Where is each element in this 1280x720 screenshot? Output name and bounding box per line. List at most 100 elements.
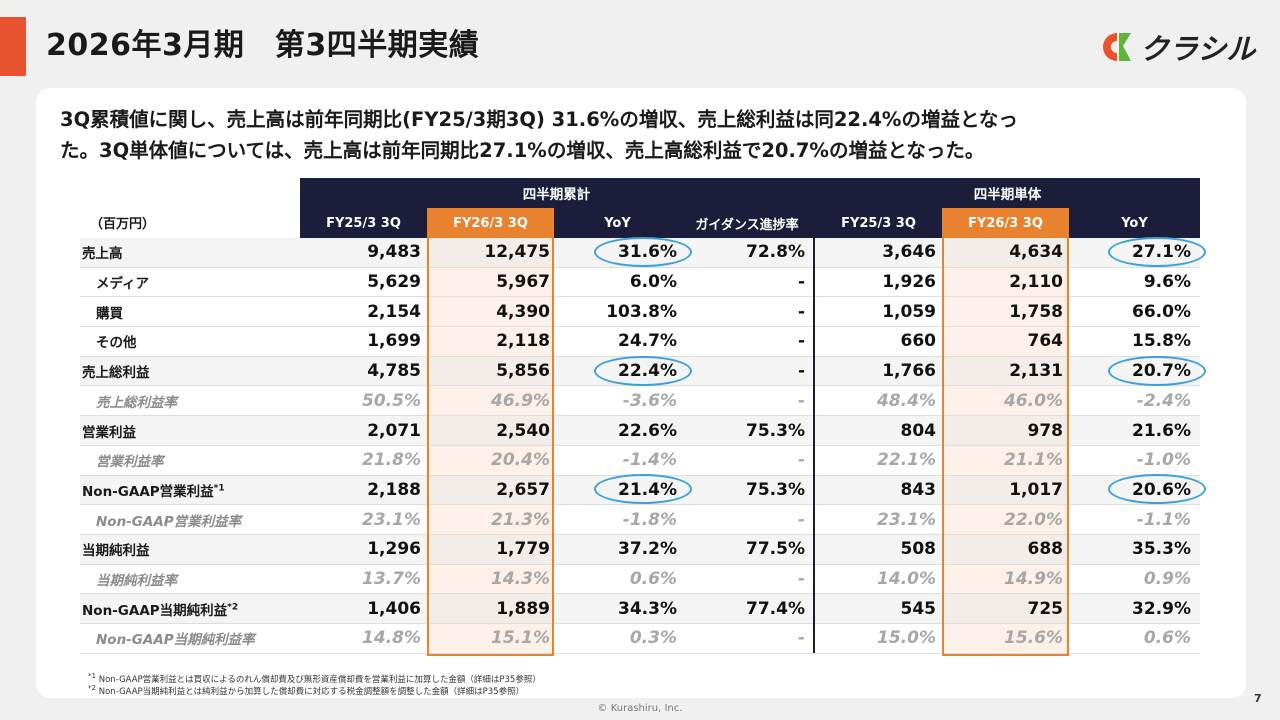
table-cell: -2.4%	[1136, 390, 1191, 411]
table-cell: 2,071	[367, 420, 421, 441]
table-cell: 2,657	[496, 479, 550, 500]
kurashiru-logo: クラシル	[1100, 26, 1255, 68]
table-cell: 50.5%	[362, 390, 421, 411]
table-cell: 77.5%	[746, 539, 805, 560]
col-header-guidance: ガイダンス進捗率	[681, 208, 813, 238]
table-cell: 2,118	[496, 331, 550, 352]
table-cell: 1,406	[367, 598, 421, 619]
table-cell: 545	[900, 598, 937, 619]
table-cell: 14.0%	[877, 569, 936, 590]
row-label: 売上総利益	[82, 365, 150, 382]
table-cell: 725	[1027, 598, 1064, 619]
table-cell: 2,131	[1009, 361, 1063, 382]
table-cell: 4,390	[496, 301, 550, 322]
table-cell: 35.3%	[1132, 539, 1191, 560]
table-cell: 4,785	[367, 361, 421, 382]
group-divider	[813, 178, 815, 653]
footnote-2: *2 Non-GAAP当期純利益とは純利益から加算した償却費に対応する税金調整額…	[88, 683, 525, 697]
table-cell: 24.7%	[618, 331, 677, 352]
row-label: Non-GAAP当期純利益率	[96, 632, 255, 649]
table-cell: 66.0%	[1132, 301, 1191, 322]
table-cell: 12,475	[484, 242, 550, 263]
table-cell: 0.3%	[629, 628, 677, 649]
table-cell: 1,766	[882, 361, 936, 382]
row-label: Non-GAAP営業利益率	[96, 513, 242, 530]
table-row: 売上総利益率 50.5% 46.9% -3.6% - 48.4% 46.0% -2.4%	[80, 387, 1200, 417]
copyright: © Kurashiru, Inc.	[597, 703, 683, 714]
table-cell: 22.1%	[877, 450, 936, 471]
table-cell: 2,540	[496, 420, 550, 441]
table-cell: -	[797, 450, 805, 471]
table-cell: 77.4%	[746, 598, 805, 619]
table-cell: 21.8%	[362, 450, 421, 471]
table-cell: 1,296	[367, 539, 421, 560]
table-cell: 843	[900, 479, 937, 500]
table-cell: 15.6%	[1004, 628, 1063, 649]
table-cell: -	[797, 361, 805, 382]
table-cell: 22.6%	[618, 420, 677, 441]
row-label: その他	[96, 335, 137, 352]
row-label: 購買	[96, 305, 123, 322]
table-cell: 20.4%	[491, 450, 550, 471]
table-cell: 14.8%	[362, 628, 421, 649]
table-row: その他 1,699 2,118 24.7% - 660 764 15.8%	[80, 327, 1200, 357]
table-cell: 22.0%	[1004, 509, 1063, 530]
table-cell: 688	[1027, 539, 1064, 560]
col-header-fy25-single: FY25/3 3Q	[815, 208, 942, 238]
summary-line-2: た。3Q単体値については、売上高は前年同期比27.1%の増収、売上高総利益で20…	[60, 139, 985, 162]
table-row: Non-GAAP当期純利益*2 1,406 1,889 34.3% 77.4% 545 72…	[80, 594, 1200, 625]
col-header-yoy-single: YoY	[1069, 208, 1200, 238]
table-cell: 1,017	[1009, 479, 1063, 500]
table-cell: 660	[900, 331, 937, 352]
table-row: 営業利益率 21.8% 20.4% -1.4% - 22.1% 21.1% -1.0%	[80, 446, 1200, 476]
table-cell: 764	[1027, 331, 1064, 352]
table-cell: -3.6%	[622, 390, 677, 411]
table-row: 購買 2,154 4,390 103.8% - 1,059 1,758 66.0%	[80, 297, 1200, 328]
table-cell: 1,779	[496, 539, 550, 560]
summary-text: 3Q累積値に関し、売上高は前年同期比(FY25/3期3Q) 31.6%の増収、売…	[60, 104, 1220, 166]
row-label: 売上高	[82, 246, 123, 263]
row-label: 営業利益	[82, 424, 136, 441]
kurashiru-logo-icon	[1103, 33, 1131, 61]
table-cell: -	[797, 390, 805, 411]
table-row: メディア 5,629 5,967 6.0% - 1,926 2,110 9.6%	[80, 268, 1200, 298]
table-cell: 46.0%	[1004, 390, 1063, 411]
table-cell: -	[797, 331, 805, 352]
row-label: 営業利益率	[96, 454, 164, 471]
table-cell: 804	[900, 420, 937, 441]
table-cell: -1.0%	[1136, 450, 1191, 471]
table-cell: 0.6%	[1143, 628, 1191, 649]
table-cell: 9.6%	[1143, 272, 1191, 293]
table-cell: 14.3%	[491, 569, 550, 590]
table-cell: 20.6%	[1132, 479, 1191, 500]
table-row: Non-GAAP営業利益率 23.1% 21.3% -1.8% - 23.1% 22.0% -…	[80, 505, 1200, 535]
col-header-yoy-cum: YoY	[554, 208, 681, 238]
table-cell: -	[797, 569, 805, 590]
table-cell: 75.3%	[746, 420, 805, 441]
table-cell: 22.4%	[618, 361, 677, 382]
table-cell: 32.9%	[1132, 598, 1191, 619]
table-cell: 978	[1027, 420, 1064, 441]
row-label: Non-GAAP当期純利益*2	[82, 602, 239, 619]
table-cell: 15.8%	[1132, 331, 1191, 352]
table-row: 当期純利益 1,296 1,779 37.2% 77.5% 508 688 35.3%	[80, 535, 1200, 565]
table-cell: 2,110	[1009, 272, 1063, 293]
table-cell: -1.1%	[1136, 509, 1191, 530]
table-row: Non-GAAP営業利益*1 2,188 2,657 21.4% 75.3% 843 1,0…	[80, 475, 1200, 506]
group-header-cumulative: 四半期累計	[300, 178, 813, 208]
summary-line-1: 3Q累積値に関し、売上高は前年同期比(FY25/3期3Q) 31.6%の増収、売…	[60, 108, 1018, 131]
table-row: Non-GAAP当期純利益率 14.8% 15.1% 0.3% - 15.0% 15.6% 0…	[80, 624, 1200, 654]
row-label: メディア	[96, 276, 150, 293]
table-cell: 75.3%	[746, 479, 805, 500]
row-label: 当期純利益率	[96, 573, 177, 590]
table-cell: -1.8%	[622, 509, 677, 530]
table-cell: 0.6%	[629, 569, 677, 590]
page-number: 7	[1254, 692, 1262, 705]
table-cell: -	[797, 301, 805, 322]
table-cell: 6.0%	[629, 272, 677, 293]
page-title: 2026年3月期 第3四半期実績	[46, 28, 480, 63]
group-header-single: 四半期単体	[815, 178, 1200, 208]
table-cell: 5,967	[496, 272, 550, 293]
table-cell: -1.4%	[622, 450, 677, 471]
col-header-fy25-cum: FY25/3 3Q	[300, 208, 427, 238]
